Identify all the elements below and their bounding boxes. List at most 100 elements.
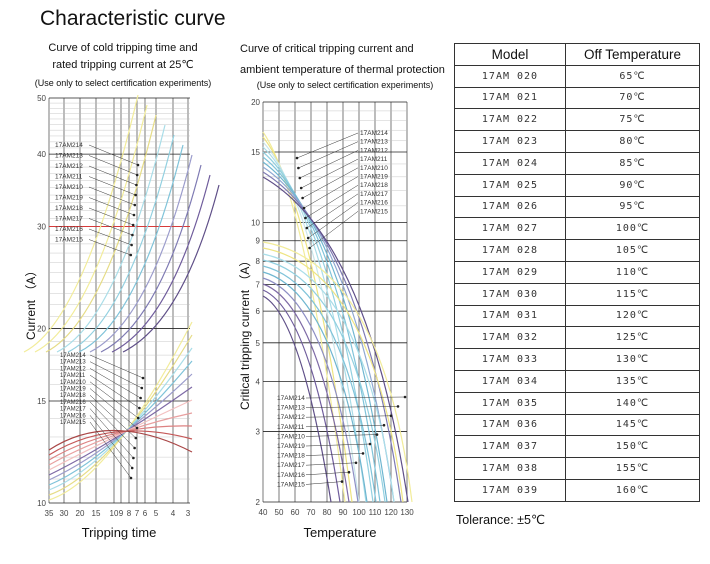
table-row: 17AM 035 140℃	[454, 391, 700, 415]
curve-label: 17AM212	[360, 147, 388, 154]
lower-curve	[262, 265, 377, 503]
header-model: Model	[454, 43, 566, 66]
lower-curve	[262, 283, 350, 503]
curve-marker	[129, 476, 133, 480]
curve-marker	[308, 246, 311, 250]
curve-label: 17AM213	[360, 139, 388, 146]
table-row: 17AM 030 115℃	[454, 282, 700, 306]
temperature-cell: 115℃	[565, 282, 700, 306]
table-body: 17AM 020 65℃ 17AM 021 70℃ 17AM 022 75℃ 17AM 02…	[454, 64, 700, 502]
upper-curve	[67, 134, 175, 353]
curve-marker	[389, 414, 393, 418]
x-tick-label: 110	[369, 508, 382, 517]
y-tick-label: 15	[37, 397, 46, 406]
chart1-caption-line1: Curve of cold tripping time and	[48, 42, 198, 54]
table-row: 17AM 036 145℃	[454, 413, 700, 437]
model-cell: 17AM 030	[454, 282, 566, 306]
leader-line	[305, 184, 359, 219]
leader-line	[296, 132, 359, 159]
leader-line	[88, 207, 134, 226]
upper-curve	[78, 144, 184, 353]
y-tick-label: 2	[256, 498, 261, 507]
upper-curve	[100, 164, 202, 353]
table-row: 17AM 022 75℃	[454, 108, 700, 132]
lower-curve	[262, 241, 413, 503]
chart1-xlabel: Tripping time	[81, 525, 157, 540]
lower-curve	[48, 386, 193, 476]
curve-marker	[302, 206, 306, 210]
curve-marker	[340, 480, 344, 483]
leader-line	[305, 443, 371, 447]
model-cell: 17AM 038	[454, 457, 566, 480]
temperature-cell: 65℃	[565, 64, 700, 88]
leader-line	[308, 202, 359, 239]
page-title: Characteristic curve	[40, 7, 226, 30]
curve-marker	[135, 183, 138, 187]
temperature-cell: 155℃	[565, 457, 700, 480]
lower-curve	[48, 425, 193, 461]
curve-marker	[297, 166, 300, 170]
lower-curve	[48, 399, 193, 471]
leader-line	[305, 396, 406, 399]
lower-curve	[48, 412, 193, 466]
x-tick-label: 20	[76, 509, 85, 518]
table-row: 17AM 023 80℃	[454, 130, 700, 153]
curve-marker	[361, 452, 365, 455]
leader-line	[89, 395, 136, 439]
curve-label: 17AM211	[360, 156, 388, 163]
curve-marker	[132, 213, 136, 217]
leader-line	[89, 374, 140, 409]
curve-marker	[304, 216, 307, 220]
table-row: 17AM 020 65℃	[454, 64, 700, 88]
leader-line	[88, 144, 139, 166]
leader-line	[89, 401, 135, 449]
curve-label: 17AM215	[277, 481, 305, 488]
x-tick-label: 30	[60, 509, 69, 518]
curve-marker	[135, 426, 139, 430]
curve-label: 17AM218	[360, 182, 388, 189]
lower-curve	[48, 321, 193, 501]
curve-label: 17AM215	[55, 237, 83, 244]
curve-label: 17AM214	[55, 142, 83, 149]
temperature-cell: 75℃	[565, 108, 700, 132]
temperature-cell: 145℃	[565, 413, 700, 437]
table-row: 17AM 039 160℃	[454, 478, 700, 502]
leader-line	[89, 408, 134, 459]
lower-curve	[262, 277, 359, 503]
curve-label: 17AM218	[60, 393, 86, 399]
curve-label: 17AM219	[360, 174, 388, 181]
leader-line	[89, 421, 132, 479]
upper-curve	[262, 176, 409, 503]
curve-marker	[382, 423, 386, 427]
model-cell: 17AM 032	[454, 326, 566, 350]
lower-curve	[262, 259, 386, 503]
table-row: 17AM 025 90℃	[454, 173, 700, 197]
temperature-cell: 140℃	[565, 391, 700, 415]
x-tick-label: 10	[110, 509, 119, 518]
table-row: 17AM 038 155℃	[454, 457, 700, 480]
x-tick-label: 15	[92, 509, 101, 518]
upper-curve	[262, 146, 367, 503]
curve-label: 17AM210	[55, 184, 83, 191]
table-row: 17AM 031 120℃	[454, 304, 700, 328]
model-cell: 17AM 024	[454, 151, 566, 175]
leader-line	[306, 193, 359, 229]
x-tick-label: 4	[171, 509, 176, 518]
curve-label: 17AM215	[60, 420, 86, 426]
curve-label: 17AM216	[60, 413, 86, 419]
curve-label: 17AM218	[277, 453, 305, 460]
lower-curve	[48, 373, 193, 481]
x-tick-label: 35	[45, 509, 54, 518]
chart2-critical-current: 40 50 60 70 80 90 100 110 120 130 2 3 4 5 6 7 8 9 10 15 20 17…	[251, 98, 414, 517]
x-tick-label: 90	[339, 508, 348, 517]
curve-label: 17AM211	[277, 424, 305, 431]
curve-label: 17AM212	[60, 366, 86, 372]
leader-line	[88, 228, 132, 246]
curve-label: 17AM217	[55, 216, 83, 223]
curve-marker	[138, 406, 141, 410]
curve-label: 17AM217	[360, 191, 388, 198]
chart1-caption-line2: rated tripping current at 25℃	[52, 59, 194, 71]
curve-label: 17AM216	[55, 226, 83, 233]
curve-label: 17AM216	[277, 472, 305, 479]
curve-marker	[403, 395, 407, 399]
